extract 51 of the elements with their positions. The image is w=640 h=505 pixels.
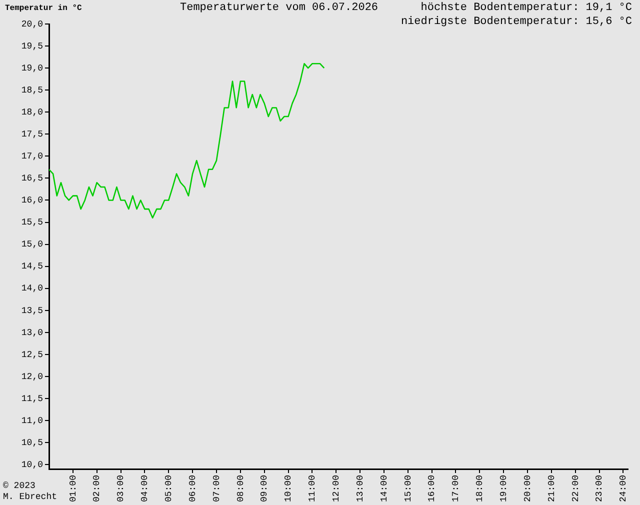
x-tick-label: 06:00 xyxy=(188,475,198,502)
y-tick-label: 10,0 xyxy=(21,460,43,470)
x-tick-label: 19:00 xyxy=(498,475,509,502)
x-tick-label: 08:00 xyxy=(236,475,246,502)
x-tick-label: 17:00 xyxy=(451,475,462,502)
y-tick-label: 19,5 xyxy=(21,41,43,52)
y-tick-label: 18,5 xyxy=(21,85,43,96)
y-tick-label: 12,0 xyxy=(21,372,43,382)
y-tick-label: 19,0 xyxy=(21,63,43,74)
x-tick-label: 23:00 xyxy=(594,475,605,502)
x-tick-label: 24:00 xyxy=(618,475,629,502)
chart-title: Temperaturwerte vom 06.07.2026 xyxy=(180,2,378,14)
x-tick-label: 20:00 xyxy=(522,475,533,502)
y-tick-label: 12,5 xyxy=(21,350,43,360)
y-tick-label: 14,5 xyxy=(21,262,43,272)
x-tick-label: 07:00 xyxy=(212,475,222,502)
x-tick-label: 14:00 xyxy=(379,475,390,502)
x-tick-label: 22:00 xyxy=(570,475,581,502)
y-tick-label: 10,5 xyxy=(21,438,43,448)
x-tick-label: 10:00 xyxy=(284,475,294,502)
x-tick-label: 11:00 xyxy=(308,475,318,502)
y-tick-label: 20,0 xyxy=(21,19,43,30)
x-tick-label: 18:00 xyxy=(475,475,486,502)
x-tick-label: 01:00 xyxy=(68,475,78,502)
x-tick-label: 03:00 xyxy=(116,475,126,502)
y-tick-label: 16,5 xyxy=(21,174,43,184)
y-tick-label: 13,0 xyxy=(21,328,43,338)
x-tick-label: 21:00 xyxy=(546,475,557,502)
y-tick-label: 15,5 xyxy=(21,218,43,228)
text: © 2023 xyxy=(3,481,36,491)
y-tick-label: 18,0 xyxy=(21,108,43,118)
x-tick-label: 09:00 xyxy=(260,475,270,502)
y-tick-label: 11,5 xyxy=(21,394,43,404)
annotation: niedrigste Bodentemperatur: 15,6 °C xyxy=(400,16,632,28)
x-tick-label: 16:00 xyxy=(427,475,438,502)
y-tick-label: 11,0 xyxy=(21,416,43,426)
y-axis-title: Temperatur in °C xyxy=(5,4,82,13)
x-tick-label: 13:00 xyxy=(355,475,366,502)
x-tick-label: 02:00 xyxy=(92,475,102,502)
y-tick-label: 13,5 xyxy=(21,306,43,316)
y-tick-label: 17,0 xyxy=(21,152,43,162)
x-tick-label: 04:00 xyxy=(140,475,150,502)
x-tick-label: 15:00 xyxy=(403,475,414,502)
x-tick-label: 05:00 xyxy=(164,475,174,502)
y-tick-label: 15,0 xyxy=(21,240,43,250)
y-tick-label: 14,0 xyxy=(21,284,43,294)
text: M. Ebrecht xyxy=(3,492,58,502)
x-tick-label: 12:00 xyxy=(332,475,342,502)
text: höchste Bodentemperatur: 19,1 °C xyxy=(420,2,632,14)
y-tick-label: 17,5 xyxy=(21,130,43,140)
y-tick-label: 16,0 xyxy=(21,196,43,206)
